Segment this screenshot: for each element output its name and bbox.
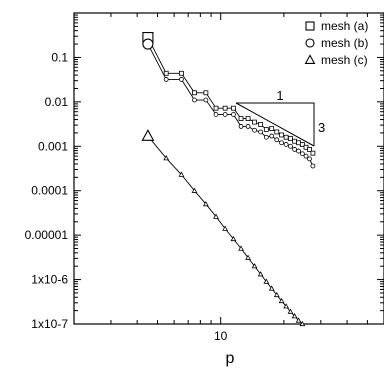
- data-point: [192, 97, 197, 103]
- data-point: [279, 140, 284, 146]
- y-tick-label: 1x10-6: [31, 273, 68, 287]
- x-axis-title: p: [226, 350, 235, 367]
- data-point: [231, 105, 236, 111]
- data-point: [252, 119, 257, 125]
- data-point: [163, 77, 169, 82]
- data-point: [141, 129, 155, 141]
- data-point: [258, 129, 264, 135]
- data-point: [142, 38, 154, 50]
- plot-frame: [73, 12, 384, 325]
- data-point: [163, 155, 170, 161]
- legend-label: mesh (a): [321, 19, 368, 33]
- data-point: [222, 225, 229, 231]
- y-tick-label: 0.1: [51, 50, 68, 64]
- data-point: [307, 156, 312, 162]
- data-point: [203, 200, 209, 207]
- data-point: [303, 153, 309, 159]
- data-point: [222, 105, 228, 111]
- x-tick-label: 10: [214, 329, 228, 343]
- data-point: [252, 127, 257, 133]
- data-point: [299, 151, 305, 157]
- slope-rise-label: 3: [318, 120, 325, 135]
- data-point: [268, 285, 275, 291]
- slope-run-label: 1: [276, 88, 283, 103]
- legend-label: mesh (c): [321, 53, 368, 67]
- data-point: [299, 320, 306, 327]
- data-point: [307, 147, 312, 152]
- data-point: [263, 278, 270, 284]
- legend-marker-square: [305, 21, 315, 31]
- y-tick-label: 0.0001: [31, 184, 68, 198]
- y-tick-label: 0.001: [38, 139, 68, 153]
- legend: mesh (a) mesh (b) mesh (c): [304, 19, 368, 67]
- data-point: [310, 163, 316, 169]
- data-point: [178, 171, 185, 177]
- slope-triangle: 13: [235, 88, 325, 147]
- series-line: [147, 43, 314, 167]
- data-point: [274, 129, 280, 135]
- data-point: [292, 147, 298, 152]
- series-triangle: [141, 129, 306, 327]
- data-point: [191, 187, 198, 193]
- data-point: [230, 235, 237, 242]
- y-tick-label: 0.00001: [25, 228, 69, 242]
- series-square: [142, 32, 316, 156]
- data-point: [213, 112, 219, 117]
- slope-legs: [236, 102, 315, 146]
- data-point: [283, 142, 289, 147]
- legend-marker-circle: [305, 38, 315, 48]
- data-point: [295, 317, 302, 323]
- data-point: [292, 138, 298, 144]
- data-series: [141, 32, 316, 327]
- data-point: [251, 263, 258, 269]
- data-point: [274, 137, 280, 143]
- data-point: [245, 124, 251, 129]
- data-point: [310, 150, 316, 156]
- data-point: [245, 254, 251, 260]
- data-point: [287, 308, 294, 314]
- data-point: [283, 303, 289, 309]
- series-circle: [142, 38, 316, 169]
- data-point: [238, 124, 244, 129]
- data-point: [257, 271, 264, 277]
- data-point: [163, 70, 169, 76]
- data-point: [279, 132, 284, 138]
- data-point: [231, 112, 236, 117]
- y-tick-label: 1x10-7: [31, 317, 68, 331]
- data-point: [273, 291, 280, 298]
- data-point: [213, 213, 219, 219]
- data-point: [203, 90, 209, 96]
- data-point: [278, 297, 285, 304]
- data-point: [238, 245, 244, 251]
- data-point: [238, 116, 244, 121]
- data-point: [258, 122, 264, 127]
- y-tick-label: 0.01: [45, 95, 69, 109]
- data-point: [245, 116, 251, 121]
- data-point: [263, 134, 269, 140]
- data-point: [203, 97, 209, 103]
- data-point: [263, 126, 269, 132]
- slope-hypotenuse: [235, 102, 315, 147]
- data-point: [291, 313, 298, 319]
- axis-ticks: 0.1 0.01 0.001 0.0001 0.00001 1x10-6 1x10-7 10: [25, 13, 384, 343]
- data-point: [192, 90, 197, 96]
- data-point: [296, 148, 301, 154]
- data-point: [222, 112, 228, 117]
- data-point: [288, 143, 293, 149]
- legend-marker-triangle: [304, 54, 316, 64]
- data-point: [179, 77, 184, 82]
- data-point: [213, 105, 219, 111]
- data-point: [269, 133, 275, 139]
- data-point: [269, 126, 275, 132]
- data-point: [179, 70, 184, 76]
- data-point: [288, 136, 293, 141]
- legend-label: mesh (b): [321, 36, 368, 50]
- data-point: [283, 134, 289, 140]
- data-point: [299, 142, 305, 147]
